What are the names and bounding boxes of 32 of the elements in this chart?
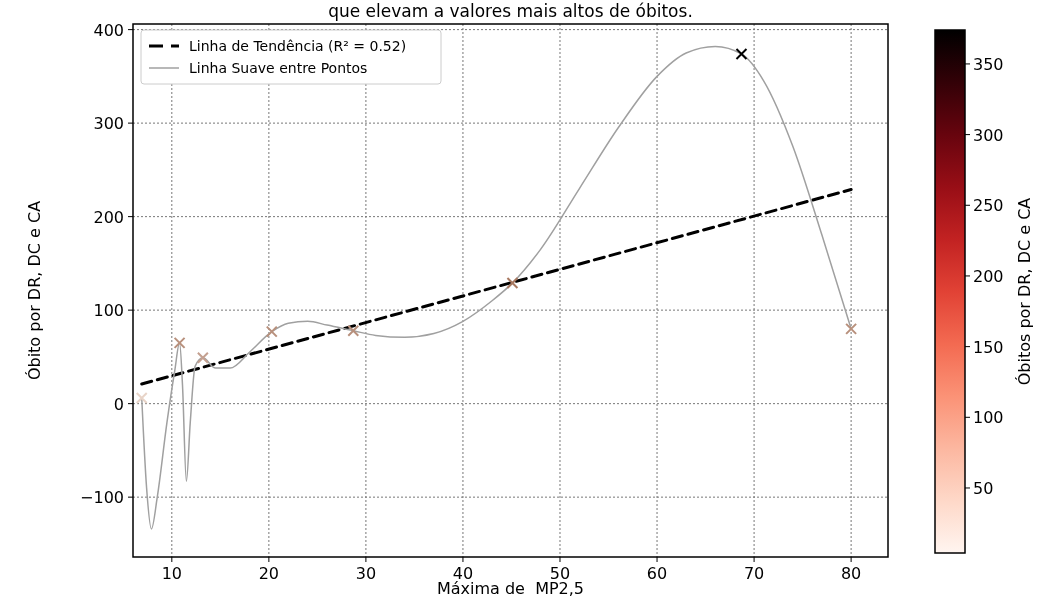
legend-label: Linha Suave entre Pontos xyxy=(189,60,368,76)
y-tick-label: 400 xyxy=(93,20,124,40)
y-axis-title: Óbito por DR, DC e CA xyxy=(25,200,44,381)
point xyxy=(196,351,209,364)
color-bar-label: 100 xyxy=(973,408,1004,428)
color-bar-label: 50 xyxy=(973,478,994,498)
point xyxy=(845,322,858,335)
point xyxy=(347,324,360,337)
y-tick-label: 200 xyxy=(93,207,124,227)
color-bar-label: 150 xyxy=(973,337,1004,357)
color-bar-label: 300 xyxy=(973,125,1004,145)
point xyxy=(135,392,148,405)
y-tick-label: −100 xyxy=(80,488,124,508)
point xyxy=(173,336,186,349)
point xyxy=(265,325,278,338)
point xyxy=(735,47,748,60)
legend-label: Linha de Tendência (R² = 0.52) xyxy=(189,38,407,54)
y-tick-label: 100 xyxy=(93,301,124,321)
x-tick-label: 30 xyxy=(355,564,377,583)
x-tick-label: 20 xyxy=(258,564,280,583)
color-bar-title: Óbitos por DR, DC e CA xyxy=(1015,197,1034,386)
x-tick-label: 10 xyxy=(161,564,182,583)
y-tick-label: 300 xyxy=(93,114,124,134)
y-tick-label: 0 xyxy=(113,394,124,414)
x-tick-label: 60 xyxy=(646,564,668,583)
color-bar-label: 350 xyxy=(973,54,1004,74)
x-tick-label: 70 xyxy=(743,564,765,583)
chart-title: que elevam a valores mais altos de óbitos. xyxy=(328,1,693,21)
color-bar-label: 250 xyxy=(973,196,1004,216)
color-bar-label: 200 xyxy=(973,266,1004,286)
x-tick-label: 80 xyxy=(840,564,862,583)
point xyxy=(506,277,519,290)
